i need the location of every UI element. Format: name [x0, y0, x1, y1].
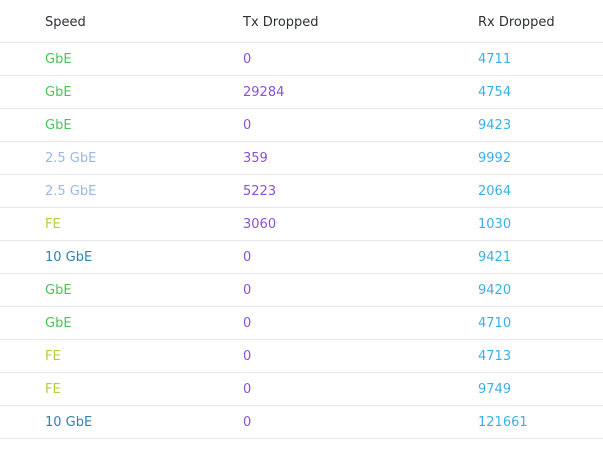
- speed-cell: GbE: [45, 51, 72, 67]
- rx-dropped-cell: 4754: [478, 84, 512, 100]
- table-row[interactable]: GbE 0 4710: [0, 307, 603, 340]
- speed-cell: FE: [45, 216, 61, 232]
- port-stats-table: Speed Tx Dropped Rx Dropped GbE 0 4711 GbE 2…: [0, 0, 603, 439]
- speed-cell: GbE: [45, 117, 72, 133]
- tx-dropped-cell: 29284: [243, 84, 285, 100]
- tx-dropped-cell: 0: [243, 381, 252, 397]
- tx-dropped-cell: 0: [243, 414, 252, 430]
- table-row[interactable]: GbE 29284 4754: [0, 76, 603, 109]
- table-body: GbE 0 4711 GbE 29284 4754 GbE 0 9423 2.5 GbE 359 99…: [0, 43, 603, 439]
- tx-dropped-cell: 0: [243, 117, 252, 133]
- table-row[interactable]: GbE 0 4711: [0, 43, 603, 76]
- rx-dropped-cell: 4710: [478, 315, 512, 331]
- tx-dropped-cell: 0: [243, 315, 252, 331]
- rx-dropped-cell: 4711: [478, 51, 512, 67]
- rx-dropped-cell: 1030: [478, 216, 512, 232]
- table-header: Speed Tx Dropped Rx Dropped: [0, 0, 603, 43]
- speed-cell: 10 GbE: [45, 414, 93, 430]
- speed-cell: GbE: [45, 84, 72, 100]
- tx-dropped-cell: 0: [243, 51, 252, 67]
- table-row[interactable]: 10 GbE 0 9421: [0, 241, 603, 274]
- speed-cell: GbE: [45, 315, 72, 331]
- table-row[interactable]: GbE 0 9420: [0, 274, 603, 307]
- tx-dropped-cell: 0: [243, 249, 252, 265]
- table-row[interactable]: FE 0 4713: [0, 340, 603, 373]
- tx-dropped-cell: 3060: [243, 216, 277, 232]
- rx-dropped-cell: 9749: [478, 381, 512, 397]
- table-row[interactable]: 2.5 GbE 359 9992: [0, 142, 603, 175]
- speed-cell: 2.5 GbE: [45, 183, 97, 199]
- speed-cell: FE: [45, 348, 61, 364]
- speed-cell: 10 GbE: [45, 249, 93, 265]
- table-row[interactable]: 2.5 GbE 5223 2064: [0, 175, 603, 208]
- rx-dropped-cell: 4713: [478, 348, 512, 364]
- rx-dropped-cell: 121661: [478, 414, 528, 430]
- table-row[interactable]: FE 0 9749: [0, 373, 603, 406]
- column-header-rx-dropped[interactable]: Rx Dropped: [478, 14, 555, 30]
- rx-dropped-cell: 2064: [478, 183, 512, 199]
- rx-dropped-cell: 9420: [478, 282, 512, 298]
- speed-cell: GbE: [45, 282, 72, 298]
- rx-dropped-cell: 9423: [478, 117, 512, 133]
- tx-dropped-cell: 359: [243, 150, 268, 166]
- column-header-tx-dropped[interactable]: Tx Dropped: [243, 14, 319, 30]
- tx-dropped-cell: 0: [243, 348, 252, 364]
- speed-cell: 2.5 GbE: [45, 150, 97, 166]
- rx-dropped-cell: 9421: [478, 249, 512, 265]
- tx-dropped-cell: 5223: [243, 183, 277, 199]
- table-row[interactable]: FE 3060 1030: [0, 208, 603, 241]
- column-header-speed[interactable]: Speed: [45, 14, 86, 30]
- speed-cell: FE: [45, 381, 61, 397]
- rx-dropped-cell: 9992: [478, 150, 512, 166]
- table-row[interactable]: 10 GbE 0 121661: [0, 406, 603, 439]
- table-row[interactable]: GbE 0 9423: [0, 109, 603, 142]
- tx-dropped-cell: 0: [243, 282, 252, 298]
